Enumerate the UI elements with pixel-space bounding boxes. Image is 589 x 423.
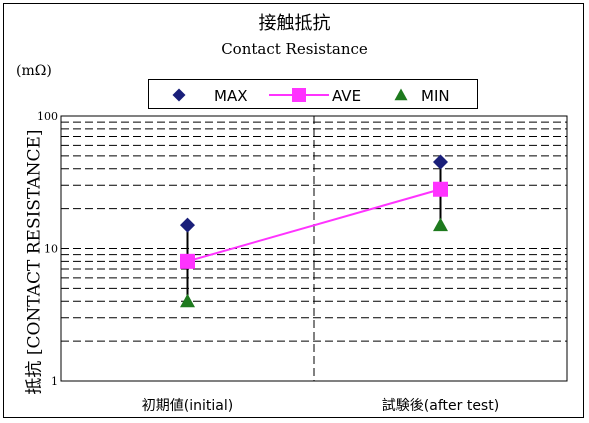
chart-frame [3, 3, 584, 418]
chart-subtitle: Contact Resistance [221, 40, 368, 58]
chart-title: 接触抵抗 [258, 13, 331, 34]
unit-label: (mΩ) [16, 63, 52, 79]
point-ave [180, 253, 195, 269]
legend-label-min: MIN [421, 87, 450, 105]
point-min [180, 293, 195, 308]
y-tick-label: 100 [37, 110, 58, 123]
x-category-label: 試験後(after test) [382, 398, 499, 414]
point-max [433, 154, 448, 170]
y-tick-label: 1 [51, 375, 58, 388]
legend-marker-max [172, 88, 186, 102]
legend-label-max: MAX [214, 87, 247, 105]
x-category-label: 初期値(initial) [142, 397, 233, 414]
legend: MAX AVE MIN [148, 79, 478, 109]
point-ave [433, 181, 448, 197]
legend-label-ave: AVE [332, 87, 361, 105]
series-line-ave [187, 188, 441, 263]
point-min [433, 217, 448, 232]
point-max [180, 217, 195, 233]
legend-marker-min [394, 88, 408, 101]
legend-marker-ave [292, 88, 306, 102]
y-tick-label: 10 [44, 243, 58, 256]
